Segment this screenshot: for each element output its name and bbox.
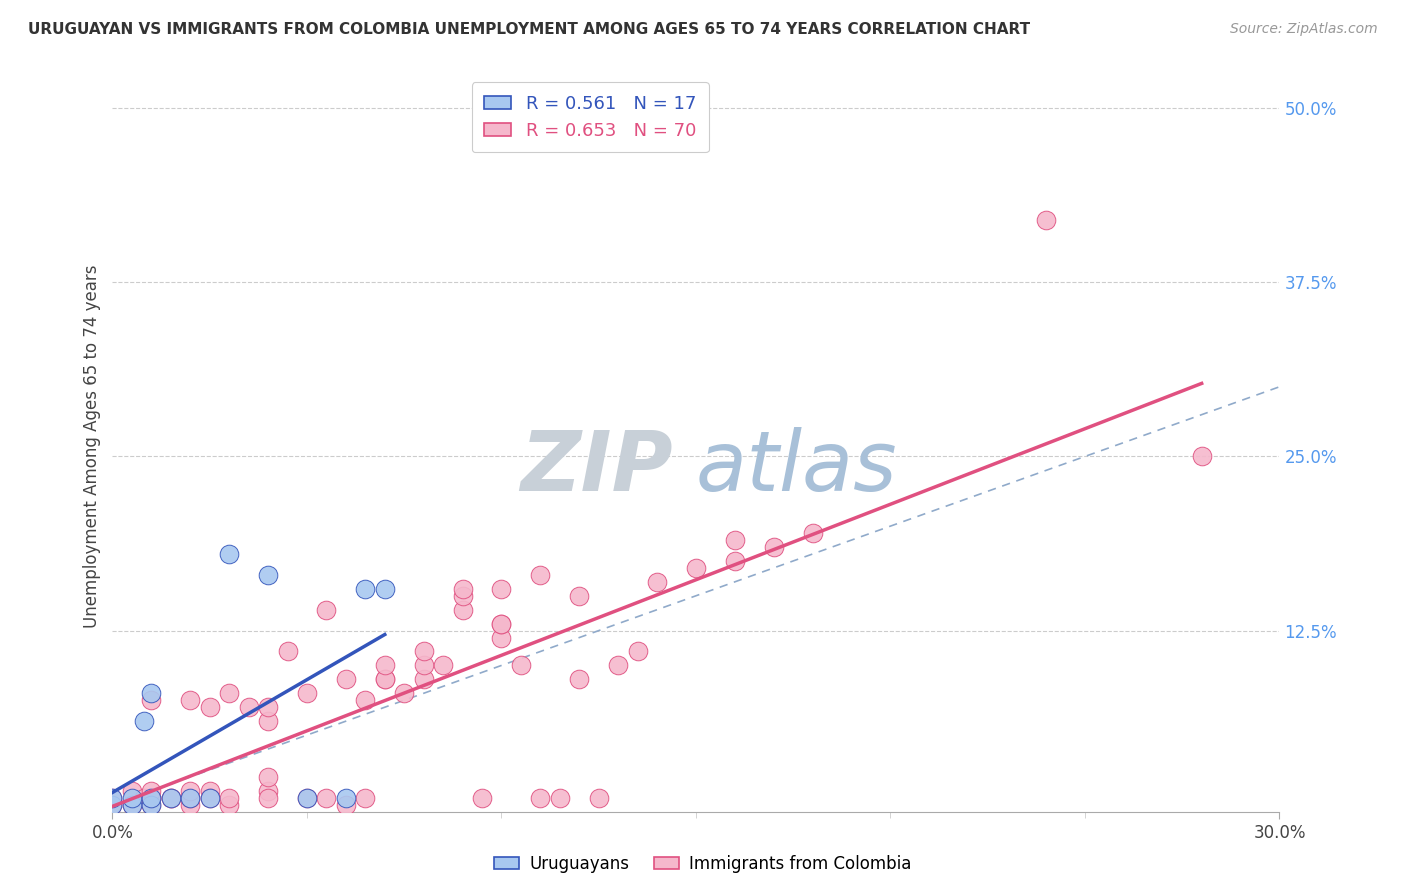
Point [529, 567, 551, 582]
Point [101, 797, 124, 812]
Point [121, 784, 143, 798]
Point [257, 790, 280, 805]
Point [218, 686, 240, 700]
Point [141, 790, 163, 805]
Point [257, 567, 280, 582]
Point [568, 673, 591, 687]
Point [627, 644, 650, 658]
Legend: R = 0.561   N = 17, R = 0.653   N = 70: R = 0.561 N = 17, R = 0.653 N = 70 [471, 82, 709, 153]
Point [354, 693, 377, 707]
Point [101, 790, 124, 805]
Point [354, 790, 377, 805]
Point [141, 790, 163, 805]
Point [179, 790, 201, 805]
Point [141, 797, 163, 812]
Point [335, 790, 357, 805]
Point [607, 658, 630, 673]
Point [141, 686, 163, 700]
Point [179, 797, 201, 812]
Point [295, 686, 318, 700]
Point [121, 797, 143, 812]
Point [315, 603, 337, 617]
Text: URUGUAYAN VS IMMIGRANTS FROM COLOMBIA UNEMPLOYMENT AMONG AGES 65 TO 74 YEARS COR: URUGUAYAN VS IMMIGRANTS FROM COLOMBIA UN… [28, 22, 1031, 37]
Point [645, 574, 668, 589]
Point [685, 561, 707, 575]
Point [132, 790, 155, 805]
Point [509, 658, 531, 673]
Point [198, 700, 221, 714]
Point [257, 770, 280, 784]
Point [160, 790, 183, 805]
Point [529, 790, 551, 805]
Point [295, 790, 318, 805]
Point [724, 554, 747, 568]
Point [141, 790, 163, 805]
Point [451, 603, 474, 617]
Point [451, 589, 474, 603]
Point [374, 673, 396, 687]
Point [179, 784, 201, 798]
Point [218, 547, 240, 561]
Point [394, 686, 416, 700]
Point [218, 797, 240, 812]
Point [548, 790, 571, 805]
Point [257, 700, 280, 714]
Point [491, 616, 513, 631]
Point [412, 658, 434, 673]
Point [471, 790, 494, 805]
Point [374, 658, 396, 673]
Point [257, 714, 280, 728]
Point [354, 582, 377, 596]
Point [374, 673, 396, 687]
Point [432, 658, 454, 673]
Point [198, 790, 221, 805]
Point [412, 673, 434, 687]
Point [1191, 450, 1213, 464]
Point [179, 693, 201, 707]
Point [724, 533, 747, 547]
Point [141, 693, 163, 707]
Point [179, 790, 201, 805]
Point [160, 790, 183, 805]
Point [141, 784, 163, 798]
Point [762, 540, 785, 554]
Point [198, 790, 221, 805]
Text: atlas: atlas [696, 427, 897, 508]
Point [588, 790, 610, 805]
Point [101, 790, 124, 805]
Point [491, 582, 513, 596]
Point [198, 784, 221, 798]
Y-axis label: Unemployment Among Ages 65 to 74 years: Unemployment Among Ages 65 to 74 years [83, 264, 101, 628]
Point [491, 631, 513, 645]
Text: ZIP: ZIP [520, 427, 672, 508]
Point [257, 784, 280, 798]
Point [451, 582, 474, 596]
Point [121, 790, 143, 805]
Point [121, 797, 143, 812]
Point [160, 790, 183, 805]
Point [335, 673, 357, 687]
Point [295, 790, 318, 805]
Point [568, 589, 591, 603]
Point [315, 790, 337, 805]
Text: Source: ZipAtlas.com: Source: ZipAtlas.com [1230, 22, 1378, 37]
Point [141, 797, 163, 812]
Point [218, 790, 240, 805]
Point [132, 714, 155, 728]
Point [335, 797, 357, 812]
Point [491, 616, 513, 631]
Point [412, 644, 434, 658]
Point [374, 582, 396, 596]
Point [1035, 212, 1057, 227]
Point [238, 700, 260, 714]
Point [101, 797, 124, 812]
Legend: Uruguayans, Immigrants from Colombia: Uruguayans, Immigrants from Colombia [488, 848, 918, 880]
Point [276, 644, 298, 658]
Point [801, 526, 824, 541]
